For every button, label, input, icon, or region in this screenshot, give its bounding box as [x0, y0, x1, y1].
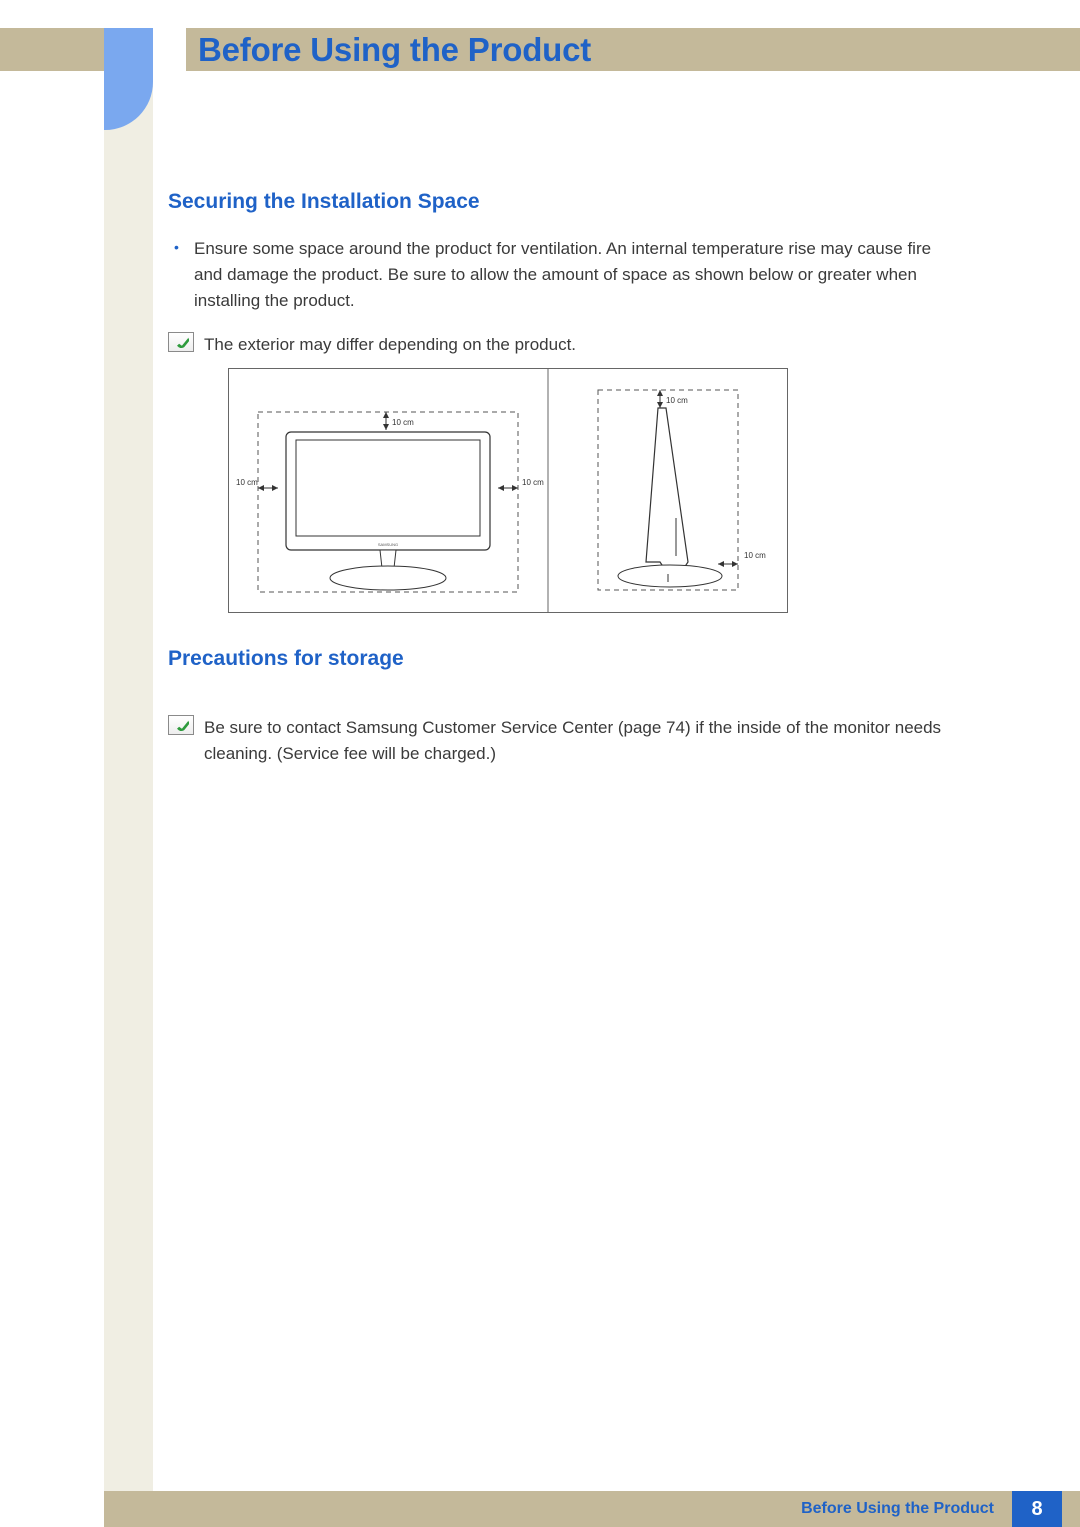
page-title: Before Using the Product	[198, 31, 591, 69]
content-area: Securing the Installation Space • Ensure…	[168, 190, 958, 777]
diagram-label-front-right: 10 cm	[522, 478, 544, 487]
section1-bullet-text: Ensure some space around the product for…	[194, 236, 958, 314]
section1-bullet-row: • Ensure some space around the product f…	[168, 236, 958, 314]
footer-band: Before Using the Product 8	[104, 1491, 1080, 1527]
installation-diagram: 10 cm 10 cm 10 cm SAMSUNG	[228, 368, 788, 613]
section1-heading: Securing the Installation Space	[168, 190, 958, 214]
footer-text: Before Using the Product	[801, 1500, 994, 1518]
section2-heading: Precautions for storage	[168, 647, 958, 671]
diagram-label-side-right: 10 cm	[744, 551, 766, 560]
left-spine	[104, 28, 153, 1527]
section1-note-text: The exterior may differ depending on the…	[204, 332, 576, 358]
diagram-label-front-top: 10 cm	[392, 418, 414, 427]
section2-note-text: Be sure to contact Samsung Customer Serv…	[204, 715, 958, 767]
diagram-label-front-left: 10 cm	[236, 478, 258, 487]
diagram-label-side-top: 10 cm	[666, 396, 688, 405]
diagram-brand-label: SAMSUNG	[378, 542, 398, 547]
bullet-icon: •	[168, 236, 194, 258]
note-icon	[168, 715, 194, 735]
footer-page-number: 8	[1012, 1491, 1062, 1527]
note-icon	[168, 332, 194, 352]
section2: Precautions for storage Be sure to conta…	[168, 647, 958, 767]
section1-note-row: The exterior may differ depending on the…	[168, 332, 958, 358]
section2-note-row: Be sure to contact Samsung Customer Serv…	[168, 715, 958, 767]
page-root: Before Using the Product Securing the In…	[0, 0, 1080, 1527]
